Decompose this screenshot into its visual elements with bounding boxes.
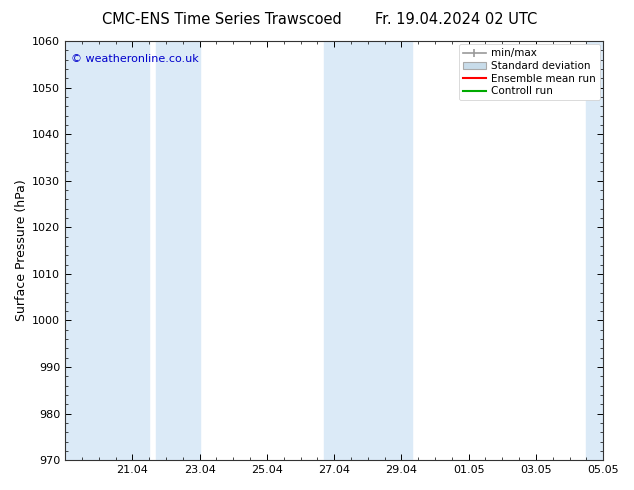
Legend: min/max, Standard deviation, Ensemble mean run, Controll run: min/max, Standard deviation, Ensemble me… (459, 44, 600, 100)
Text: CMC-ENS Time Series Trawscoed: CMC-ENS Time Series Trawscoed (102, 12, 342, 27)
Bar (156, 41, 200, 460)
Text: © weatheronline.co.uk: © weatheronline.co.uk (70, 53, 198, 64)
Bar (324, 41, 411, 460)
Bar (586, 41, 603, 460)
Bar (65, 41, 149, 460)
Y-axis label: Surface Pressure (hPa): Surface Pressure (hPa) (15, 180, 28, 321)
Text: Fr. 19.04.2024 02 UTC: Fr. 19.04.2024 02 UTC (375, 12, 538, 27)
